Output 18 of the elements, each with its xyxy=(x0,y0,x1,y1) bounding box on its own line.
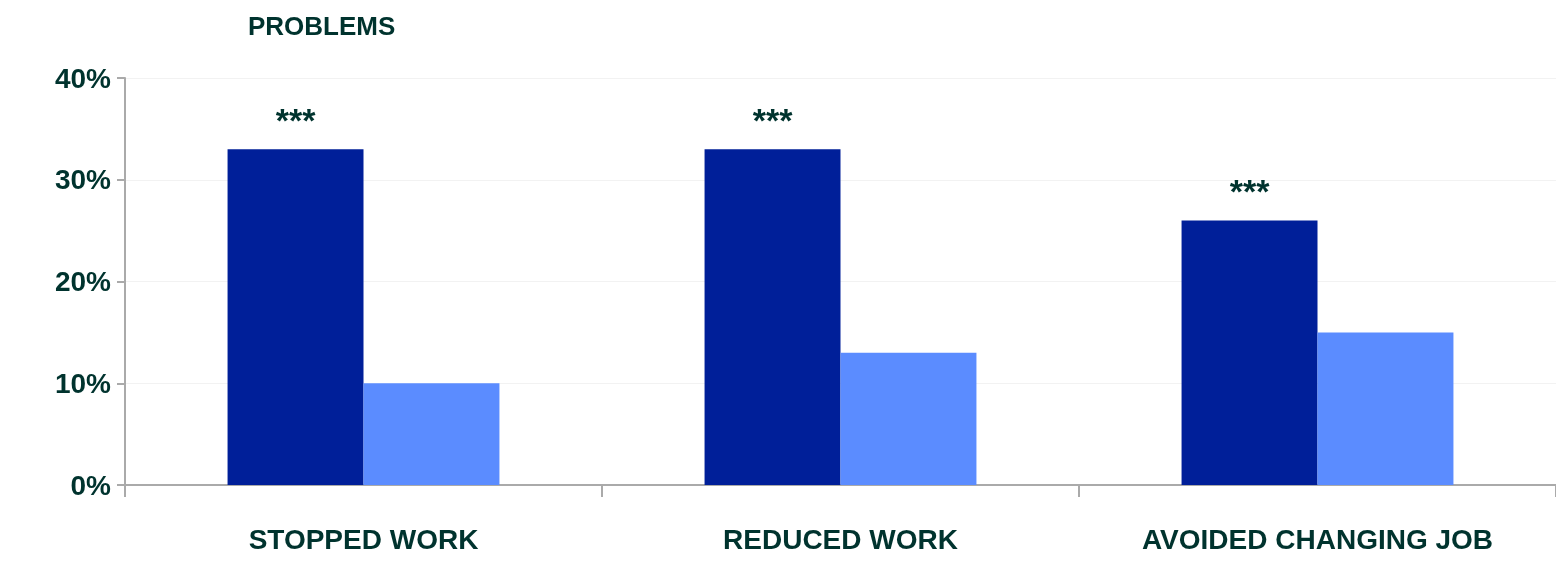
bar xyxy=(363,383,500,485)
annotation: *** xyxy=(752,101,794,140)
bar xyxy=(227,149,364,485)
bar xyxy=(840,352,977,485)
bar xyxy=(1317,332,1454,485)
y-tick-label: 40% xyxy=(54,62,112,94)
y-tick-label: 20% xyxy=(54,266,112,297)
bar xyxy=(1181,220,1318,485)
y-tick-label: 0% xyxy=(70,469,112,501)
bar xyxy=(704,149,841,485)
annotation: *** xyxy=(275,101,317,140)
annotation: *** xyxy=(1229,172,1271,211)
y-tick-label: 10% xyxy=(54,367,112,399)
x-tick-label: STOPPED WORK xyxy=(248,523,479,555)
x-tick-label: REDUCED WORK xyxy=(723,523,958,555)
x-tick-label: AVOIDED CHANGING JOB xyxy=(1141,523,1494,555)
chart-title: PROBLEMS xyxy=(248,11,396,41)
y-tick-label: 30% xyxy=(54,164,112,196)
